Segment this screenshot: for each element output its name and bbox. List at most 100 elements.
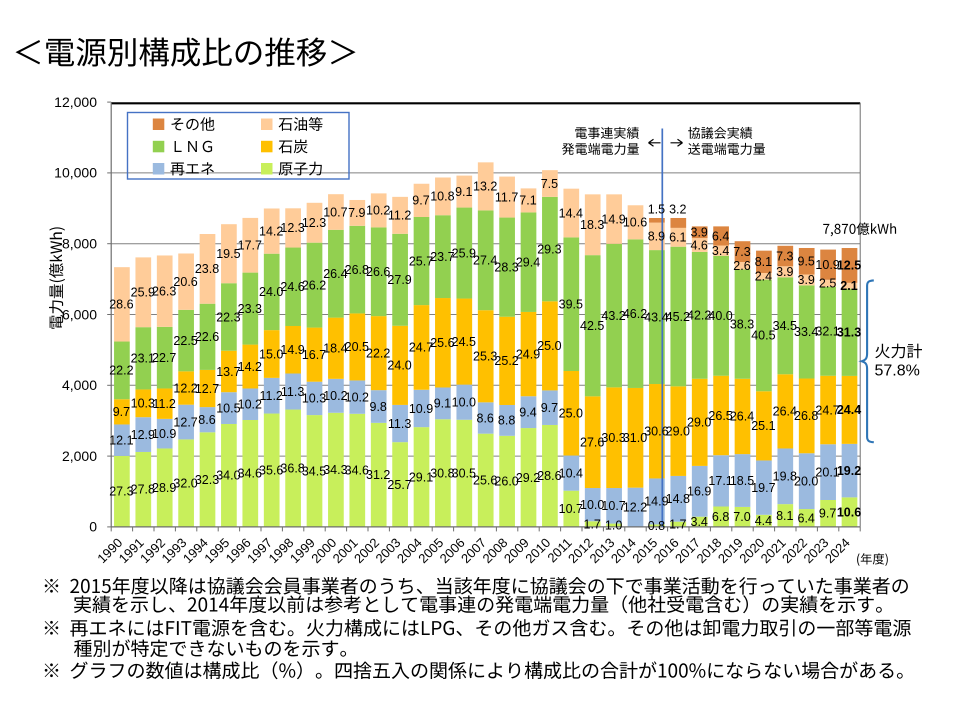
svg-text:28.3: 28.3 [494, 260, 518, 274]
svg-text:6.4: 6.4 [712, 229, 729, 243]
svg-text:8,000: 8,000 [62, 236, 97, 252]
svg-text:14.9: 14.9 [601, 212, 625, 226]
svg-text:9.8: 9.8 [370, 400, 387, 414]
svg-text:27.6: 27.6 [580, 436, 604, 450]
svg-text:19.7: 19.7 [751, 481, 775, 495]
svg-text:27.3: 27.3 [109, 485, 133, 499]
svg-text:18.4: 18.4 [323, 342, 347, 356]
svg-text:22.2: 22.2 [366, 346, 390, 360]
svg-text:12.3: 12.3 [280, 221, 304, 235]
svg-text:25.7: 25.7 [409, 254, 433, 268]
svg-text:24.0: 24.0 [259, 285, 283, 299]
svg-text:10.7: 10.7 [601, 499, 625, 513]
svg-text:40.0: 40.0 [708, 309, 732, 323]
svg-text:27.9: 27.9 [387, 273, 411, 287]
svg-text:14.2: 14.2 [259, 224, 283, 238]
svg-text:25.2: 25.2 [494, 354, 518, 368]
svg-text:29.3: 29.3 [537, 242, 561, 256]
svg-text:2.5: 2.5 [819, 277, 836, 291]
svg-text:13.7: 13.7 [216, 365, 240, 379]
svg-text:45.2: 45.2 [666, 310, 690, 324]
svg-text:15.0: 15.0 [259, 347, 283, 361]
svg-text:40.5: 40.5 [751, 329, 775, 343]
svg-text:12.7: 12.7 [195, 382, 219, 396]
svg-text:0: 0 [89, 519, 97, 535]
svg-text:4,000: 4,000 [62, 377, 97, 393]
svg-text:4.4: 4.4 [755, 514, 772, 528]
svg-text:29.1: 29.1 [409, 470, 433, 484]
svg-text:9.7: 9.7 [113, 405, 130, 419]
svg-text:14.8: 14.8 [666, 492, 690, 506]
svg-text:7.3: 7.3 [776, 249, 793, 263]
svg-text:10.5: 10.5 [216, 401, 240, 415]
svg-text:2.6: 2.6 [733, 259, 750, 273]
svg-text:9.7: 9.7 [412, 194, 429, 208]
svg-text:34.5: 34.5 [302, 464, 326, 478]
svg-text:3.9: 3.9 [776, 265, 793, 279]
svg-text:12.9: 12.9 [131, 428, 155, 442]
svg-text:18.3: 18.3 [580, 218, 604, 232]
svg-text:10.2: 10.2 [238, 398, 262, 412]
svg-text:25.9: 25.9 [131, 286, 155, 300]
svg-text:3.2: 3.2 [669, 203, 686, 217]
svg-text:6.8: 6.8 [712, 510, 729, 524]
svg-text:26.8: 26.8 [794, 409, 818, 423]
svg-text:11.3: 11.3 [388, 417, 411, 431]
svg-text:13.2: 13.2 [473, 180, 497, 194]
svg-text:22.3: 22.3 [216, 310, 240, 324]
svg-text:57.8%: 57.8% [875, 363, 920, 380]
svg-text:10.0: 10.0 [580, 498, 604, 512]
svg-text:7.3: 7.3 [733, 245, 750, 259]
svg-text:24.6: 24.6 [280, 280, 304, 294]
svg-text:10,000: 10,000 [54, 165, 97, 181]
svg-text:22.6: 22.6 [195, 330, 219, 344]
svg-text:27.4: 27.4 [473, 254, 497, 268]
svg-text:28.6: 28.6 [109, 298, 133, 312]
svg-text:11.3: 11.3 [281, 385, 304, 399]
svg-text:36.8: 36.8 [280, 462, 304, 476]
svg-text:3.9: 3.9 [798, 273, 815, 287]
svg-text:12.7: 12.7 [173, 415, 197, 429]
svg-text:24.7: 24.7 [409, 341, 433, 355]
svg-text:10.2: 10.2 [366, 204, 390, 218]
svg-text:22.7: 22.7 [152, 351, 176, 365]
svg-text:32.0: 32.0 [173, 477, 197, 491]
svg-text:19.8: 19.8 [773, 470, 797, 484]
svg-text:22.5: 22.5 [173, 334, 197, 348]
svg-text:14.2: 14.2 [238, 360, 262, 374]
svg-text:7.9: 7.9 [348, 206, 365, 220]
svg-text:25.6: 25.6 [430, 336, 454, 350]
svg-text:25.0: 25.0 [537, 339, 561, 353]
svg-text:9.1: 9.1 [455, 185, 472, 199]
svg-text:33.4: 33.4 [794, 325, 818, 339]
svg-text:12.2: 12.2 [623, 501, 647, 515]
svg-text:34.3: 34.3 [323, 463, 347, 477]
svg-text:4.6: 4.6 [691, 238, 708, 252]
svg-text:20.1: 20.1 [815, 465, 839, 479]
svg-text:8.6: 8.6 [198, 413, 215, 427]
svg-text:34.6: 34.6 [238, 467, 262, 481]
svg-text:12.1: 12.1 [109, 434, 133, 448]
svg-text:19.2: 19.2 [837, 464, 861, 478]
svg-text:0.8: 0.8 [648, 519, 665, 533]
svg-text:43.4: 43.4 [644, 310, 668, 324]
svg-text:29.4: 29.4 [516, 256, 540, 270]
svg-text:2,000: 2,000 [62, 448, 97, 464]
svg-text:7.1: 7.1 [519, 194, 536, 208]
svg-text:23.1: 23.1 [131, 352, 155, 366]
svg-text:11.7: 11.7 [495, 190, 518, 204]
svg-text:30.6: 30.6 [644, 425, 668, 439]
svg-text:38.3: 38.3 [730, 317, 754, 331]
svg-text:30.8: 30.8 [430, 466, 454, 480]
svg-text:25.1: 25.1 [751, 419, 775, 433]
svg-text:24.5: 24.5 [452, 335, 476, 349]
svg-text:1.0: 1.0 [605, 519, 622, 533]
svg-text:10.2: 10.2 [345, 390, 369, 404]
svg-text:26.4: 26.4 [773, 405, 797, 419]
svg-text:10.6: 10.6 [837, 505, 861, 519]
svg-text:12,000: 12,000 [54, 94, 97, 110]
svg-text:10.4: 10.4 [559, 466, 583, 480]
svg-text:11.2: 11.2 [152, 397, 175, 411]
svg-text:10.9: 10.9 [152, 427, 176, 441]
svg-text:17.1: 17.1 [708, 474, 732, 488]
